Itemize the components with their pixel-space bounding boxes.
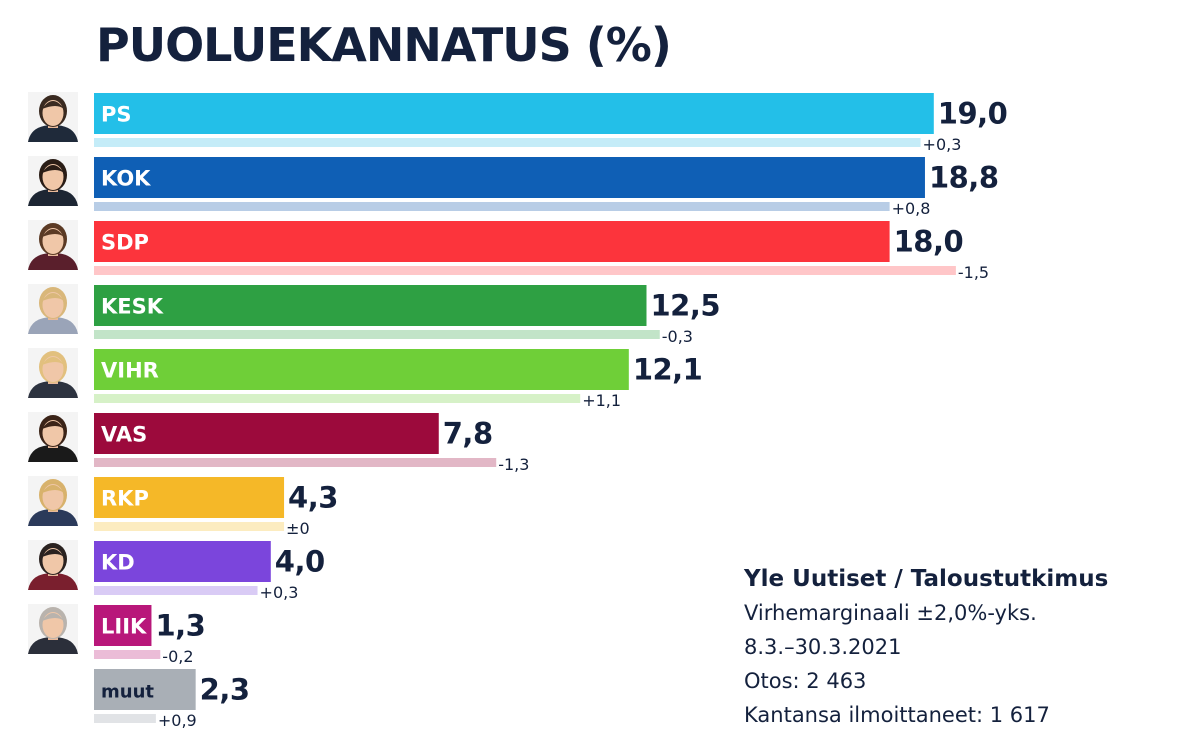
portrait-hair-top — [42, 485, 64, 493]
prev-bar-kesk — [94, 330, 660, 339]
bar-label-liik: LIIK — [101, 615, 147, 639]
value-label-vihr: 12,1 — [633, 353, 703, 387]
portrait-hair-top — [42, 229, 64, 237]
portrait-hair-top — [42, 293, 64, 301]
prev-bar-muut — [94, 714, 156, 723]
prev-bar-vas — [94, 458, 497, 467]
source-reported: Kantansa ilmoittaneet: 1 617 — [744, 703, 1050, 727]
source-sample: Otos: 2 463 — [744, 669, 867, 693]
prev-bar-ps — [94, 138, 921, 147]
prev-bar-kd — [94, 586, 258, 595]
portrait-shoulders — [28, 381, 78, 398]
prev-bar-liik — [94, 650, 161, 659]
liik-leader-portrait — [28, 604, 78, 654]
bar-label-kesk: KESK — [101, 295, 164, 319]
bar-label-kd: KD — [101, 551, 135, 575]
bar-vas — [94, 413, 439, 454]
change-label-liik: -0,2 — [162, 647, 193, 666]
rkp-leader-portrait — [28, 476, 78, 526]
source-name: Yle Uutiset / Taloustutkimus — [744, 566, 1109, 592]
portrait-hair-top — [42, 165, 64, 173]
bar-kesk — [94, 285, 647, 326]
source-margin: Virhemarginaali ±2,0%-yks. — [744, 601, 1037, 625]
vihr-leader-portrait — [28, 348, 78, 398]
value-label-kesk: 12,5 — [651, 289, 721, 323]
bar-kd — [94, 541, 271, 582]
kok-leader-portrait — [28, 156, 78, 206]
bar-label-sdp: SDP — [101, 231, 149, 255]
value-label-rkp: 4,3 — [288, 481, 338, 515]
chart-title: PUOLUEKANNATUS (%) — [96, 18, 672, 72]
prev-bar-vihr — [94, 394, 581, 403]
sdp-leader-portrait — [28, 220, 78, 270]
change-label-kok: +0,8 — [892, 199, 931, 218]
portrait-hair-top — [42, 357, 64, 365]
bar-label-kok: KOK — [101, 167, 151, 191]
value-label-kok: 18,8 — [929, 161, 999, 195]
kesk-leader-portrait — [28, 284, 78, 334]
bar-sdp — [94, 221, 890, 262]
value-label-vas: 7,8 — [443, 417, 493, 451]
portrait-hair-top — [42, 421, 64, 429]
prev-bar-rkp — [94, 522, 285, 531]
bar-label-rkp: RKP — [101, 487, 149, 511]
source-period: 8.3.–30.3.2021 — [744, 635, 902, 659]
portrait-shoulders — [28, 317, 78, 334]
portrait-hair-top — [42, 549, 64, 557]
bar-label-vas: VAS — [101, 423, 147, 447]
change-label-kesk: -0,3 — [662, 327, 693, 346]
change-label-sdp: -1,5 — [958, 263, 989, 282]
portrait-hair-top — [42, 101, 64, 109]
source-box: Yle Uutiset / Taloustutkimus Virhemargin… — [744, 562, 1108, 732]
bar-label-vihr: VIHR — [101, 359, 159, 383]
portrait-shoulders — [28, 189, 78, 206]
bar-label-ps: PS — [101, 103, 132, 127]
bar-rkp — [94, 477, 285, 518]
value-label-sdp: 18,0 — [894, 225, 964, 259]
bar-label-muut: muut — [101, 682, 154, 703]
portrait-shoulders — [28, 125, 78, 142]
vas-leader-portrait — [28, 412, 78, 462]
prev-bar-kok — [94, 202, 890, 211]
change-label-ps: +0,3 — [923, 135, 962, 154]
kd-leader-portrait — [28, 540, 78, 590]
value-label-muut: 2,3 — [200, 673, 250, 707]
portrait-shoulders — [28, 253, 78, 270]
portrait-shoulders — [28, 573, 78, 590]
bar-ps — [94, 93, 934, 134]
bar-kok — [94, 157, 925, 198]
prev-bar-sdp — [94, 266, 956, 275]
bar-muut — [94, 669, 196, 710]
value-label-kd: 4,0 — [275, 545, 325, 579]
ps-leader-portrait — [28, 92, 78, 142]
portrait-hair-top — [42, 613, 64, 621]
change-label-vas: -1,3 — [498, 455, 529, 474]
portrait-shoulders — [28, 509, 78, 526]
portrait-shoulders — [28, 637, 78, 654]
portrait-shoulders — [28, 445, 78, 462]
change-label-rkp: ±0 — [286, 519, 310, 538]
value-label-liik: 1,3 — [155, 609, 205, 643]
change-label-kd: +0,3 — [260, 583, 299, 602]
bar-liik — [94, 605, 152, 646]
change-label-muut: +0,9 — [158, 711, 197, 730]
bar-vihr — [94, 349, 629, 390]
value-label-ps: 19,0 — [938, 97, 1008, 131]
change-label-vihr: +1,1 — [582, 391, 621, 410]
